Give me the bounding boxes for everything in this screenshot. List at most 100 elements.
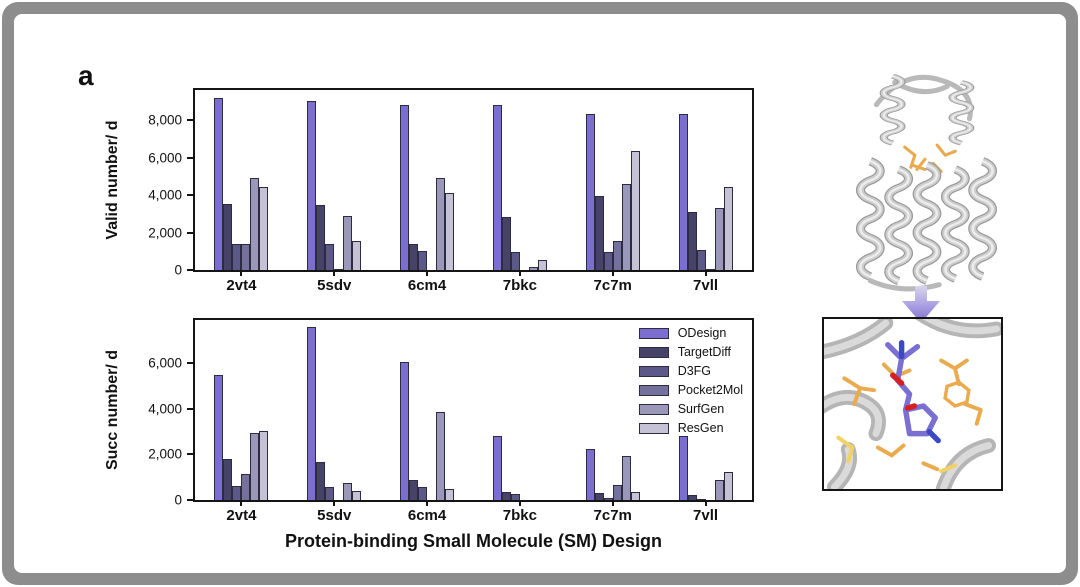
plot-area (193, 88, 754, 272)
bar-group-7c7m (566, 90, 659, 270)
bar-surfgen-7c7m (621, 455, 631, 500)
bar-odesign-5sdv (307, 326, 317, 500)
bar-odesign-5sdv (307, 101, 317, 270)
x-tick-label-7c7m: 7c7m (566, 272, 659, 294)
bar-odesign-2vt4 (214, 374, 224, 500)
bar-targetdiff-6cm4 (409, 479, 419, 500)
plot-column: 2vt4 5sdv 6cm4 7bkc 7c7m 7vll (193, 88, 754, 294)
x-tick-label-6cm4: 6cm4 (381, 502, 474, 524)
bar-d3fg-5sdv (325, 243, 335, 270)
y-tick-label: 4,000 (148, 401, 182, 417)
bar-pocket2mol-7c7m (612, 485, 622, 500)
y-tick-mark (187, 119, 193, 121)
legend-swatch (638, 347, 669, 358)
bar-d3fg-7c7m (603, 497, 613, 500)
x-tick-label-5sdv: 5sdv (288, 272, 381, 294)
legend-swatch (638, 423, 669, 434)
panel-label: a (78, 60, 94, 91)
bar-resgen-2vt4 (259, 186, 269, 270)
succ-number-chart: Succ number/ d 0 2,000 4,000 6,000 ODesign T… (95, 318, 795, 524)
x-tick-label-7c7m: 7c7m (566, 502, 659, 524)
bar-group-6cm4 (381, 320, 474, 500)
y-axis-ticks: 0 2,000 4,000 6,000 8,000 (131, 90, 193, 278)
bar-targetdiff-6cm4 (409, 243, 419, 270)
bar-surfgen-5sdv (343, 482, 353, 500)
x-tick-label-2vt4: 2vt4 (195, 502, 288, 524)
bar-group-5sdv (288, 320, 381, 500)
legend-swatch (638, 404, 669, 415)
bar-pocket2mol-2vt4 (241, 244, 251, 270)
bar-d3fg-2vt4 (232, 243, 242, 270)
legend-item-pocket2mol: Pocket2Mol (638, 383, 743, 397)
bar-targetdiff-7c7m (594, 195, 604, 270)
bar-group-2vt4 (195, 90, 288, 270)
bar-group-6cm4 (381, 90, 474, 270)
x-tick-label-7bkc: 7bkc (473, 272, 566, 294)
y-axis-label: Valid number/ d (104, 120, 121, 240)
legend-label: TargetDiff (677, 345, 731, 359)
bar-resgen-7bkc (537, 259, 547, 270)
legend-label: D3FG (677, 364, 712, 378)
bar-resgen-6cm4 (445, 193, 455, 270)
bar-targetdiff-2vt4 (223, 204, 233, 270)
legend-item-odesign: ODesign (638, 326, 743, 340)
y-tick-label: 4,000 (148, 187, 182, 203)
bar-group-7bkc (473, 90, 566, 270)
legend-label: ODesign (677, 326, 727, 340)
y-tick-label: 6,000 (148, 150, 182, 165)
binding-site-illustration (824, 319, 1001, 489)
legend-item-d3fg: D3FG (638, 364, 743, 378)
bar-d3fg-2vt4 (232, 486, 242, 500)
x-tick-label-7vll: 7vll (659, 502, 752, 524)
y-tick-label: 2,000 (148, 446, 182, 462)
x-tick-label-6cm4: 6cm4 (381, 272, 474, 294)
bar-targetdiff-2vt4 (223, 459, 233, 500)
legend-swatch (638, 328, 669, 339)
y-axis-ticks: 0 2,000 4,000 6,000 (131, 320, 193, 508)
bar-pocket2mol-7vll (705, 268, 715, 270)
bar-targetdiff-5sdv (316, 462, 326, 500)
bar-pocket2mol-2vt4 (241, 473, 251, 500)
protein-structure-image (842, 60, 1014, 292)
legend-swatch (638, 366, 669, 377)
legend-swatch (638, 385, 669, 396)
y-tick-label: 6,000 (148, 355, 182, 371)
bar-d3fg-7bkc (510, 493, 520, 500)
legend-item-surfgen: SurfGen (638, 402, 743, 416)
y-axis-label-column: Succ number/ d (95, 318, 131, 524)
down-arrow-icon (902, 286, 940, 323)
bar-group-5sdv (288, 90, 381, 270)
legend-label: SurfGen (677, 402, 725, 416)
x-axis-ticks: 2vt4 5sdv 6cm4 7bkc 7c7m 7vll (195, 272, 752, 294)
bar-resgen-2vt4 (259, 430, 269, 500)
y-tick-mark (187, 194, 193, 196)
bar-targetdiff-7vll (687, 211, 697, 270)
legend-label: Pocket2Mol (677, 383, 743, 397)
bar-resgen-6cm4 (445, 488, 455, 500)
bar-group-2vt4 (195, 320, 288, 500)
bar-d3fg-7bkc (510, 252, 520, 270)
bar-odesign-2vt4 (214, 98, 224, 270)
x-tick-label-5sdv: 5sdv (288, 502, 381, 524)
bar-targetdiff-7c7m (594, 493, 604, 500)
figure-canvas: a Valid number/ d 0 2,000 4,000 6,000 8,000 … (14, 14, 1066, 573)
bar-odesign-7vll (678, 114, 688, 270)
bar-resgen-5sdv (352, 490, 362, 500)
legend: ODesign TargetDiff D3FG Pocket2Mol SurfGen Re… (638, 326, 743, 435)
bar-odesign-7bkc (492, 105, 502, 270)
bar-d3fg-6cm4 (418, 487, 428, 500)
plot-area: ODesign TargetDiff D3FG Pocket2Mol SurfGen Re… (193, 318, 754, 502)
bar-targetdiff-7bkc (501, 216, 511, 270)
bar-group-7vll (659, 90, 752, 270)
bar-pocket2mol-7c7m (612, 240, 622, 270)
bar-targetdiff-7vll (687, 495, 697, 500)
legend-item-resgen: ResGen (638, 422, 743, 435)
y-tick-mark (187, 362, 193, 365)
bar-resgen-7vll (723, 471, 733, 500)
x-tick-label-7bkc: 7bkc (473, 502, 566, 524)
bar-pocket2mol-5sdv (334, 268, 344, 270)
bar-group-7bkc (473, 320, 566, 500)
y-tick-mark (187, 231, 193, 234)
legend-item-targetdiff: TargetDiff (638, 345, 743, 359)
bar-odesign-7vll (678, 436, 688, 500)
